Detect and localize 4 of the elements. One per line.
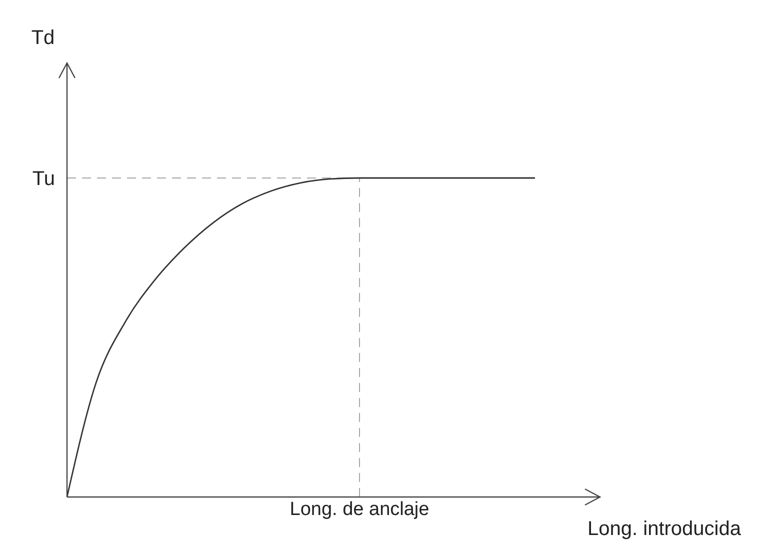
text: Td <box>31 27 55 49</box>
x-axis-title: Long. introducida <box>588 518 742 540</box>
text: Long. de anclaje <box>290 499 430 520</box>
ref-line-label: Tu <box>32 168 55 190</box>
